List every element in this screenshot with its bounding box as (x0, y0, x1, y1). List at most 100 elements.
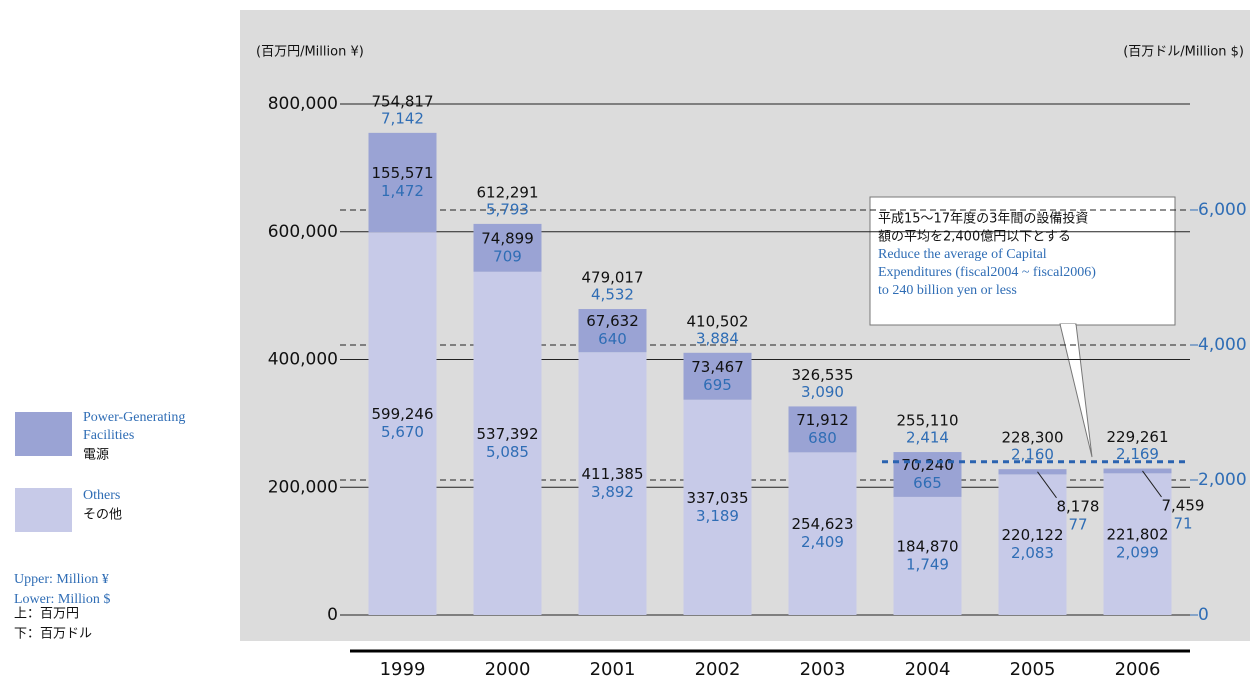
value-label: 7,459 (1162, 496, 1205, 514)
value-label-usd: 680 (808, 429, 837, 447)
x-tick-label: 2003 (800, 659, 846, 680)
bar-segment (578, 309, 647, 353)
value-label: 71,912 (796, 411, 849, 429)
x-tick-label: 2006 (1115, 659, 1161, 680)
unit-note: Lower: Million $ (14, 592, 110, 607)
y2-axis-label: (百万ドル/Million $) (1123, 45, 1244, 60)
legend-swatch (15, 412, 72, 456)
total-label: 754,817 (371, 92, 433, 110)
x-tick-label: 2004 (905, 659, 951, 680)
value-label-usd: 5,085 (486, 443, 529, 461)
bar-segment (998, 469, 1067, 475)
value-label-usd: 640 (598, 330, 627, 348)
bar-segment (893, 496, 962, 615)
total-label: 326,535 (791, 366, 853, 384)
y-tick-label: 0 (327, 605, 338, 625)
legend-label-ja: その他 (83, 508, 122, 523)
x-tick-label: 2001 (590, 659, 636, 680)
annotation-line: to 240 billion yen or less (878, 283, 1017, 298)
total-label: 229,261 (1106, 428, 1168, 446)
total-label-usd: 2,414 (906, 429, 949, 447)
total-label: 255,110 (896, 412, 958, 430)
value-label-usd: 2,099 (1116, 544, 1159, 562)
annotation-line: Reduce the average of Capital (878, 247, 1047, 262)
value-label: 155,571 (371, 164, 433, 182)
bar-segment (1103, 473, 1172, 615)
value-label-usd: 77 (1069, 515, 1088, 533)
legend-label-part: Facilities (83, 428, 134, 443)
callout-box (869, 196, 1176, 326)
value-label-usd: 5,670 (381, 423, 424, 441)
value-label-usd: 665 (913, 474, 942, 492)
value-label-usd: 71 (1174, 514, 1193, 532)
bar-segment (998, 474, 1067, 615)
bar-segment (368, 132, 437, 233)
value-label: 73,467 (691, 358, 744, 376)
legend-label-part: Power-Generating (83, 410, 185, 425)
value-label: 411,385 (581, 465, 643, 483)
bar-segment (473, 271, 542, 615)
annotation-line: 平成15～17年度の3年間の設備投資 (878, 211, 1088, 227)
x-tick-label: 2000 (485, 659, 531, 680)
bar-segment (683, 399, 752, 615)
value-label-usd: 2,083 (1011, 544, 1054, 562)
total-label-usd: 2,160 (1011, 446, 1054, 464)
total-label: 410,502 (686, 312, 748, 330)
value-label: 537,392 (476, 425, 538, 443)
value-label-usd: 3,892 (591, 483, 634, 501)
y-tick-label: 200,000 (268, 477, 338, 497)
total-label: 612,291 (476, 183, 538, 201)
x-tick-label: 2005 (1010, 659, 1056, 680)
value-label: 70,240 (901, 456, 954, 474)
y-axis-label: (百万円/Million ¥) (256, 45, 364, 60)
annotation-line: Expenditures (fiscal2004 ~ fiscal2006) (878, 265, 1096, 280)
value-label-usd: 1,749 (906, 555, 949, 573)
value-label: 254,623 (791, 515, 853, 533)
leader-line (1142, 470, 1162, 498)
value-label: 74,899 (481, 229, 534, 247)
bar-segment (788, 406, 857, 453)
value-label: 599,246 (371, 405, 433, 423)
total-label: 228,300 (1001, 429, 1063, 447)
value-label: 221,802 (1106, 526, 1168, 544)
bar-segment (473, 223, 542, 272)
annotation-line: 額の平均を2,400億円以下とする (878, 229, 1071, 245)
value-label: 337,035 (686, 489, 748, 507)
y2-tick-label: 0 (1198, 605, 1209, 625)
legend-label: Others (83, 488, 120, 503)
leader-line (1037, 471, 1057, 499)
total-label-usd: 2,169 (1116, 445, 1159, 463)
value-label: 67,632 (586, 312, 639, 330)
total-label-usd: 5,793 (486, 200, 529, 218)
bar-segment (683, 352, 752, 400)
value-label-usd: 3,189 (696, 507, 739, 525)
value-label: 8,178 (1057, 497, 1100, 515)
total-label-usd: 7,142 (381, 109, 424, 127)
bar-segment (788, 452, 857, 615)
value-label-usd: 1,472 (381, 182, 424, 200)
value-label-usd: 695 (703, 376, 732, 394)
total-label-usd: 3,884 (696, 329, 739, 347)
y2-tick-label: 2,000 (1198, 470, 1247, 490)
value-label-usd: 709 (493, 247, 522, 265)
value-label-usd: 2,409 (801, 533, 844, 551)
bar-segment (1103, 468, 1172, 474)
bar-segment (368, 232, 437, 615)
value-label: 184,870 (896, 537, 958, 555)
y2-tick-label: 6,000 (1198, 200, 1247, 220)
bar-segment (578, 352, 647, 615)
legend-swatch (15, 488, 72, 532)
legend-label-ja: 電源 (83, 448, 109, 463)
legend-label: Power-Generating Facilities (83, 410, 185, 443)
total-label-usd: 3,090 (801, 383, 844, 401)
x-tick-label: 2002 (695, 659, 741, 680)
total-label-usd: 4,532 (591, 286, 634, 304)
y-tick-label: 800,000 (268, 94, 338, 114)
unit-note: 上：百万円 (14, 607, 79, 622)
y-tick-label: 600,000 (268, 222, 338, 242)
unit-note: 下：百万ドル (14, 627, 92, 642)
y2-tick-label: 4,000 (1198, 335, 1247, 355)
total-label: 479,017 (581, 269, 643, 287)
